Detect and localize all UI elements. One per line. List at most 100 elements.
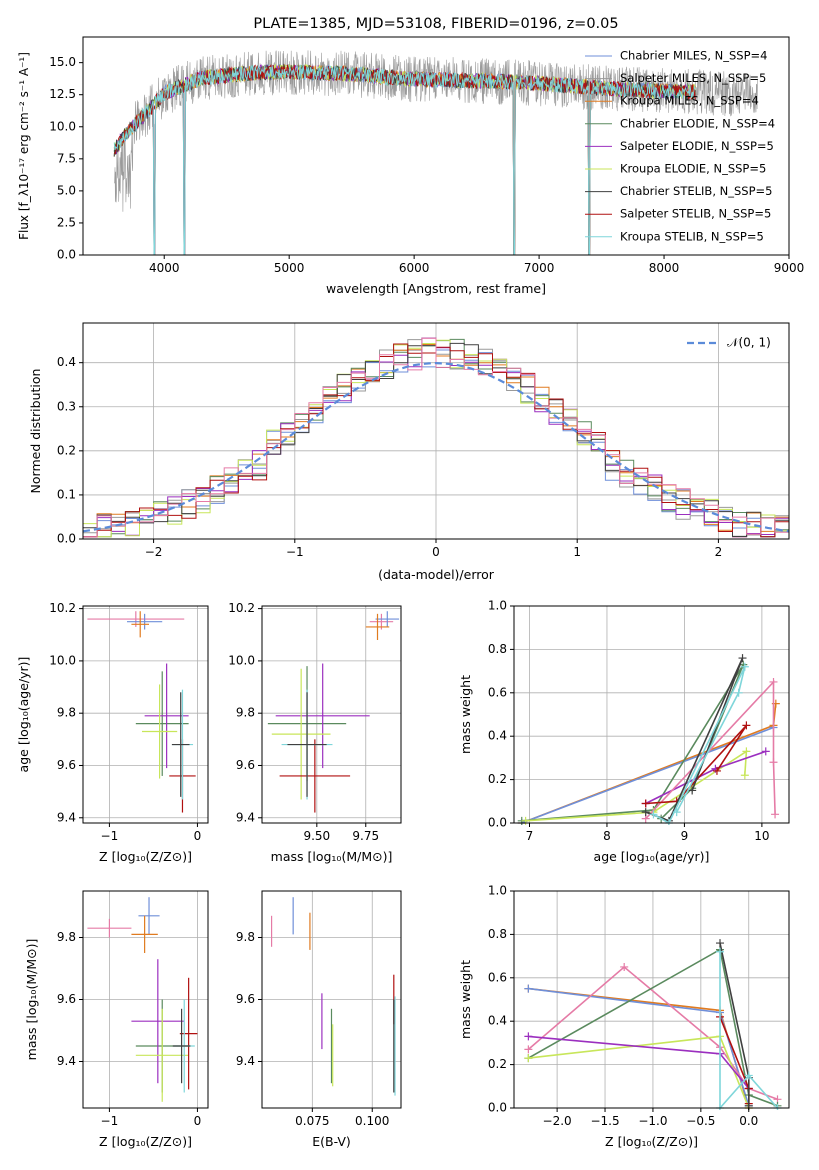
y-tick-label: 0.0 <box>488 816 507 830</box>
legend-entry: Salpeter MILES, N_SSP=5 <box>620 71 766 85</box>
spectrum-panel: PLATE=1385, MJD=53108, FIBERID=0196, z=0… <box>17 16 804 296</box>
y-tick-label: 10.2 <box>228 601 255 615</box>
chart-title: PLATE=1385, MJD=53108, FIBERID=0196, z=0… <box>253 16 618 32</box>
x-axis-label: mass [log₁₀(M/M⊙)] <box>271 849 393 864</box>
y-tick-label: 9.4 <box>236 810 255 824</box>
y-tick-label: 7.5 <box>57 151 76 165</box>
spectrum-series-krou_stelib <box>113 64 696 255</box>
y-tick-label: 15.0 <box>49 55 76 69</box>
weight-marker <box>740 662 749 671</box>
weight-marker <box>771 810 780 819</box>
x-tick-label: 0 <box>194 829 202 843</box>
weight-marker <box>524 1054 533 1063</box>
weight-line-krou_stelib <box>719 951 779 1110</box>
plot-frame <box>261 605 402 824</box>
y-tick-label: 0.4 <box>488 1014 507 1028</box>
x-axis-label: Z [log₁₀(Z/Z⊙)] <box>99 1134 192 1149</box>
mass-weight-panel-4: 7 8 9 10 0.0 0.2 0.4 0.6 0.8 1.0 age [log₁₀(age/yr… <box>458 599 790 864</box>
x-tick-label: −0.5 <box>686 1114 715 1128</box>
weight-marker <box>641 808 650 817</box>
y-axis-label: age [log₁₀(age/yr)] <box>16 657 31 773</box>
y-tick-label: 0.6 <box>488 685 507 699</box>
x-tick-label: 8000 <box>649 261 680 275</box>
y-tick-label: 12.5 <box>49 87 76 101</box>
plot-frame <box>513 890 790 1109</box>
weight-marker <box>688 786 697 795</box>
y-axis-label: mass [log₁₀(M/M⊙)] <box>24 939 39 1061</box>
x-tick-label: 8 <box>603 829 611 843</box>
x-tick-label: 0.0 <box>739 1114 758 1128</box>
x-tick-label: 0 <box>194 1114 202 1128</box>
y-tick-label: 9.6 <box>57 758 76 772</box>
weight-line-chab_elodie <box>528 948 778 1107</box>
x-axis-label: wavelength [Angstrom, rest frame] <box>326 281 546 296</box>
legend-entry: Salpeter ELODIE, N_SSP=5 <box>620 139 774 153</box>
y-tick-label: 0.6 <box>488 970 507 984</box>
y-tick-label: 0.8 <box>488 642 507 656</box>
x-tick-label: 0.100 <box>355 1114 389 1128</box>
errorbar-panel-5: −1 0 9.4 9.6 9.8 Z [log₁₀(Z/Z⊙)] mass [log₁₀(M… <box>24 890 209 1149</box>
y-axis-label: Normed distribution <box>28 369 43 494</box>
y-tick-label: 9.8 <box>236 930 255 944</box>
y-tick-label: 9.4 <box>236 1054 255 1068</box>
x-tick-label: 9.50 <box>303 829 330 843</box>
y-tick-label: 0.8 <box>488 927 507 941</box>
weight-line-krou_elodie <box>525 749 748 822</box>
y-tick-label: 9.6 <box>57 992 76 1006</box>
legend-entry: Kroupa STELIB, N_SSP=5 <box>620 229 764 243</box>
histogram-series-pink <box>83 337 789 538</box>
plot-frame <box>513 605 790 824</box>
x-tick-label: −2 <box>145 545 163 559</box>
weight-line-krou_miles <box>521 703 777 824</box>
x-tick-label: 1 <box>573 545 581 559</box>
plot-frame <box>82 36 790 256</box>
y-tick-label: 9.8 <box>57 706 76 720</box>
legend-entry: 𝒩(0, 1) <box>727 336 771 350</box>
y-tick-label: 2.5 <box>57 215 76 229</box>
weight-marker <box>712 766 721 775</box>
y-tick-label: 10.0 <box>49 119 76 133</box>
x-axis-label: age [log₁₀(age/yr)] <box>594 849 710 864</box>
y-tick-label: 0.3 <box>57 399 76 413</box>
x-axis-label: Z [log₁₀(Z/Z⊙)] <box>605 1134 698 1149</box>
x-tick-label: 9 <box>681 829 689 843</box>
weight-marker <box>769 677 778 686</box>
residual-histogram-panel: −2 −1 0 1 2 0.0 0.1 0.2 0.3 0.4 (data-model)/error… <box>28 322 790 582</box>
legend-entry: Kroupa MILES, N_SSP=4 <box>620 94 759 108</box>
x-tick-label: −1 <box>286 545 304 559</box>
y-tick-label: 9.4 <box>57 1054 76 1068</box>
x-tick-label: 4000 <box>149 261 180 275</box>
gaussian-curve <box>82 361 790 533</box>
weight-line-krou_miles <box>528 987 750 1109</box>
y-tick-label: 9.4 <box>57 810 76 824</box>
weight-marker <box>742 747 751 756</box>
legend-entry: Chabrier ELODIE, N_SSP=4 <box>620 116 775 130</box>
y-tick-label: 0.4 <box>488 729 507 743</box>
y-tick-label: 10.2 <box>49 601 76 615</box>
legend-entry: Chabrier STELIB, N_SSP=5 <box>620 184 772 198</box>
y-tick-label: 9.6 <box>236 758 255 772</box>
x-tick-label: 5000 <box>274 261 305 275</box>
y-tick-label: 0.0 <box>57 248 76 262</box>
errorbar-panel-2: −1 0 9.4 9.6 9.8 10.0 10.2 Z [log₁₀(Z/Z⊙)] age [… <box>16 601 209 864</box>
weight-marker <box>524 1032 533 1041</box>
x-tick-label: 9.75 <box>352 829 379 843</box>
weight-marker <box>740 771 749 780</box>
x-tick-label: 6000 <box>399 261 430 275</box>
y-tick-label: 5.0 <box>57 183 76 197</box>
y-tick-label: 0.2 <box>57 443 76 457</box>
plot-frame <box>82 605 209 824</box>
weight-marker <box>524 1045 533 1054</box>
weight-marker <box>716 947 725 956</box>
weight-marker <box>734 688 743 697</box>
weight-marker <box>744 1071 753 1080</box>
y-tick-label: 1.0 <box>488 599 507 613</box>
x-tick-label: 7000 <box>524 261 555 275</box>
weight-marker <box>620 962 629 971</box>
y-tick-label: 0.4 <box>57 355 76 369</box>
x-tick-label: 10 <box>754 829 769 843</box>
legend-entry: Chabrier MILES, N_SSP=4 <box>620 49 767 63</box>
y-tick-label: 0.0 <box>488 1101 507 1115</box>
weight-marker <box>742 721 751 730</box>
y-tick-label: 10.0 <box>228 653 255 667</box>
